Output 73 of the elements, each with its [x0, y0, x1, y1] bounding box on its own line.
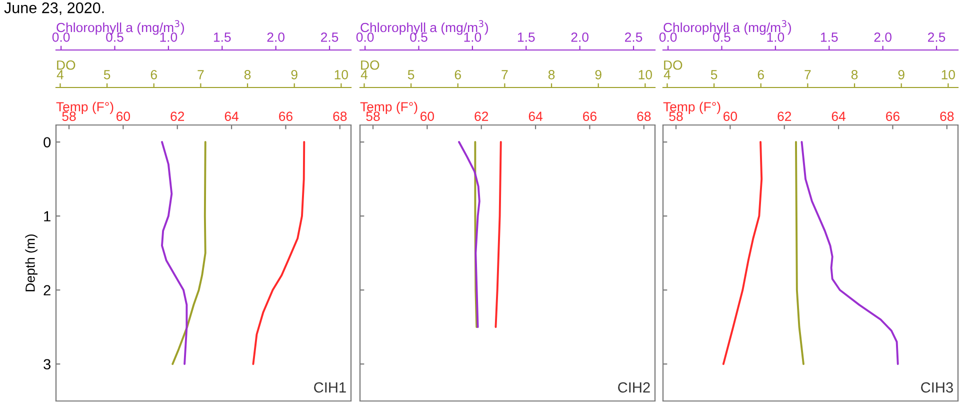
x-tick-label: 7: [804, 70, 811, 80]
x-tick-label: 2.0: [571, 32, 588, 42]
x-tick-label: 10: [638, 70, 652, 80]
x-tick-label: 4: [664, 70, 670, 80]
x-axis-title: DO: [361, 60, 380, 70]
x-tick-label: 6: [758, 70, 764, 80]
x-tick-label: 60: [724, 112, 738, 122]
x-tick-label: 2.5: [625, 32, 642, 42]
x-tick-label: 8: [548, 70, 555, 80]
y-tick-label: 3: [44, 359, 50, 370]
x-tick-label: 5: [408, 70, 414, 80]
x-tick-label: 66: [583, 112, 596, 122]
x-tick-label: 62: [474, 112, 488, 122]
x-tick-label: 7: [198, 70, 204, 80]
x-tick-label: 10: [334, 70, 348, 80]
x-tick-label: 5: [710, 70, 718, 80]
x-tick-label: 0.0: [52, 32, 70, 42]
x-axis-title: DO: [664, 60, 682, 70]
x-tick-label: 62: [778, 112, 792, 122]
x-tick-label: 6: [150, 70, 157, 80]
x-tick-label: 68: [940, 112, 954, 122]
x-tick-label: 0.0: [659, 32, 677, 42]
x-tick-label: 1.0: [464, 32, 482, 42]
x-tick-label: 9: [595, 70, 602, 80]
x-tick-label: 0.5: [410, 32, 428, 42]
line-series: [252, 141, 306, 365]
x-tick-label: 2.0: [874, 32, 892, 42]
x-axis-title: Temp (F°): [56, 102, 114, 114]
x-tick-label: 1.5: [820, 32, 838, 42]
y-axis-title: Depth (m): [25, 234, 38, 292]
x-tick-label: 2.5: [321, 32, 338, 42]
chart-title: June 23, 2020.: [4, 2, 104, 16]
y-tick-label: 0: [44, 137, 51, 148]
x-axis-title: Temp (F°): [360, 102, 418, 114]
y-tick-label: 2: [44, 285, 50, 296]
x-tick-label: 10: [942, 70, 955, 80]
x-axis-title: DO: [57, 60, 76, 70]
annotation: CIH2: [618, 382, 650, 393]
annotation: CIH3: [921, 382, 953, 393]
x-tick-label: 1.0: [767, 32, 784, 42]
x-tick-label: 9: [291, 70, 298, 80]
x-tick-label: 5: [104, 70, 110, 80]
x-tick-label: 7: [502, 70, 508, 80]
x-tick-label: 60: [116, 112, 130, 122]
x-tick-label: 4: [360, 70, 368, 80]
x-tick-label: 58: [669, 112, 683, 122]
x-tick-label: 58: [62, 112, 76, 122]
x-tick-label: 9: [898, 70, 904, 80]
x-tick-label: 2.5: [928, 32, 946, 42]
x-tick-label: 68: [333, 112, 347, 122]
x-tick-label: 1.0: [160, 32, 178, 42]
x-axis-title: Temp (F°): [663, 102, 720, 114]
annotation: CIH1: [314, 382, 346, 393]
x-tick-label: 8: [244, 70, 251, 80]
x-tick-label: 64: [832, 112, 846, 122]
x-tick-label: 1.5: [518, 32, 535, 42]
x-tick-label: 0.0: [356, 32, 374, 42]
x-tick-label: 0.5: [106, 32, 124, 42]
x-tick-label: 64: [528, 112, 542, 122]
x-tick-label: 8: [851, 70, 858, 80]
x-tick-label: 4: [56, 70, 64, 80]
x-tick-label: 66: [279, 112, 292, 122]
x-tick-label: 2.0: [267, 32, 284, 42]
x-tick-label: 60: [420, 112, 434, 122]
x-tick-label: 68: [637, 112, 651, 122]
x-tick-label: 62: [170, 112, 184, 122]
x-tick-label: 66: [886, 112, 900, 122]
x-tick-label: 1.5: [214, 32, 231, 42]
x-tick-label: 64: [224, 112, 238, 122]
x-tick-label: 0.5: [713, 32, 730, 42]
x-tick-label: 6: [454, 70, 461, 80]
y-tick-label: 1: [44, 211, 50, 222]
x-tick-label: 58: [366, 112, 380, 122]
